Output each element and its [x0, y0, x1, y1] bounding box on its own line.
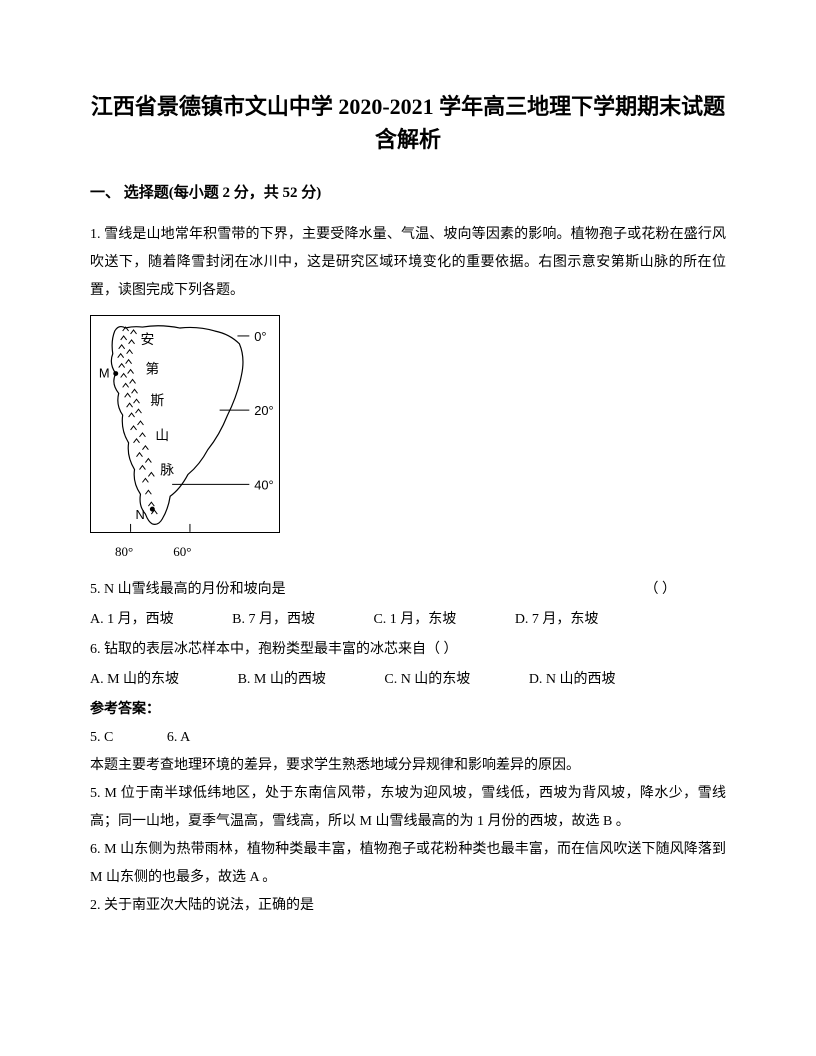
section-heading: 一、 选择题(每小题 2 分，共 52 分) [90, 180, 726, 207]
answer-context: 本题主要考查地理环境的差异，要求学生熟悉地域分异规律和影响差异的原因。 [90, 752, 726, 780]
map-lat-40: 40° [254, 477, 273, 492]
page-title: 江西省景德镇市文山中学 2020-2021 学年高三地理下学期期末试题含解析 [90, 90, 726, 156]
q5-blank: （ ） [645, 576, 677, 604]
explain-5: 5. M 位于南半球低纬地区，处于东南信风带，东坡为迎风坡，雪线低，西坡为背风坡… [90, 780, 726, 836]
q5-option-c: C. 1 月，东坡 [373, 606, 456, 634]
answer-values: 5. C 6. A [90, 724, 726, 752]
answer-heading: 参考答案： [90, 696, 726, 724]
explain-6: 6. M 山东侧为热带雨林，植物种类最丰富，植物孢子或花粉种类也最丰富，而在信风… [90, 836, 726, 892]
q5-stem: 5. N 山雪线最高的月份和坡向是 [90, 582, 286, 597]
answer-6: 6. A [167, 724, 190, 752]
map-lon-60: 60° [173, 544, 191, 559]
map-label-andes2: 第 [145, 361, 159, 377]
map-lat-20: 20° [254, 403, 273, 418]
question-intro: 1. 雪线是山地常年积雪带的下界，主要受降水量、气温、坡向等因素的影响。植物孢子… [90, 221, 726, 305]
q6-option-b: B. M 山的西坡 [238, 666, 326, 694]
q2-stem: 2. 关于南亚次大陆的说法，正确的是 [90, 892, 726, 920]
q6-option-d: D. N 山的西坡 [529, 666, 616, 694]
q5-stem-line: 5. N 山雪线最高的月份和坡向是 （ ） [90, 576, 726, 604]
map-lat-0: 0° [254, 329, 266, 344]
map-label-andes3: 斯 [150, 393, 164, 408]
map-label-n: N [136, 507, 145, 522]
q5-options: A. 1 月，西坡 B. 7 月，西坡 C. 1 月，东坡 D. 7 月，东坡 [90, 606, 726, 634]
map-label-m: M [99, 365, 110, 380]
q6-stem: 6. 钻取的表层冰芯样本中，孢粉类型最丰富的冰芯来自（ ） [90, 636, 726, 664]
map-label-andes5: 脉 [160, 462, 174, 477]
q6-option-a: A. M 山的东坡 [90, 666, 179, 694]
q6-options: A. M 山的东坡 B. M 山的西坡 C. N 山的东坡 D. N 山的西坡 [90, 666, 726, 694]
q6-option-c: C. N 山的东坡 [384, 666, 470, 694]
map-figure: 安 第 斯 山 脉 M N 0° 20° 40° 80° 60° [90, 315, 726, 564]
answer-5: 5. C [90, 724, 113, 752]
q5-option-b: B. 7 月，西坡 [232, 606, 315, 634]
map-lon-80: 80° [115, 540, 170, 563]
q5-option-a: A. 1 月，西坡 [90, 606, 174, 634]
map-label-andes4: 山 [155, 428, 169, 443]
q5-option-d: D. 7 月，东坡 [515, 606, 599, 634]
map-label-andes1: 安 [140, 332, 154, 347]
